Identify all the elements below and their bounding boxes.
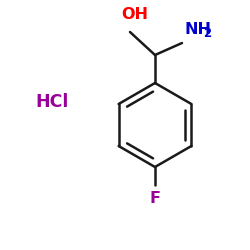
Text: 2: 2 bbox=[203, 27, 211, 40]
Text: HCl: HCl bbox=[35, 93, 69, 111]
Text: NH: NH bbox=[185, 22, 212, 37]
Text: F: F bbox=[150, 191, 160, 206]
Text: OH: OH bbox=[122, 7, 148, 22]
